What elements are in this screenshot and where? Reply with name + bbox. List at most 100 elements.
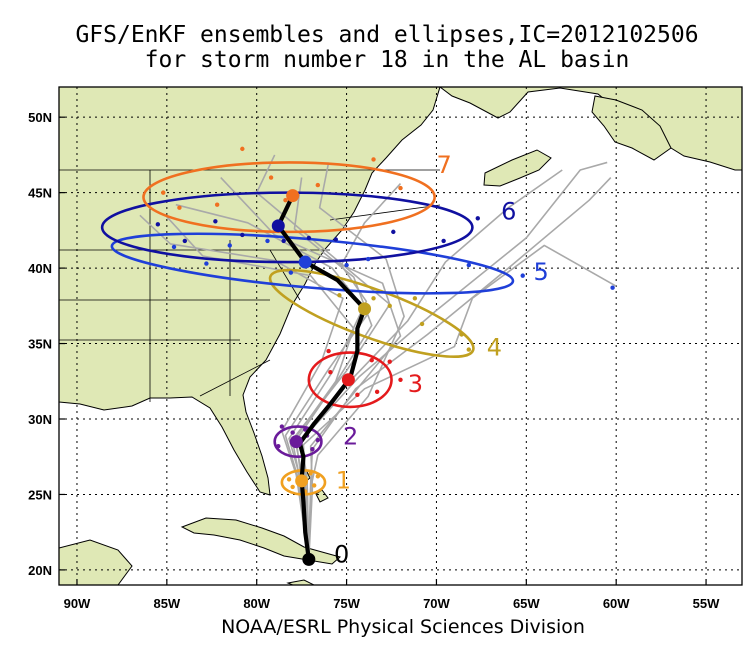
member-dot-day-6 <box>281 238 286 244</box>
x-tick-label: 55W <box>693 596 720 611</box>
ellipse-day-2 <box>273 425 323 459</box>
y-tick-label: 35N <box>28 337 52 352</box>
member-dot-day-6 <box>155 222 161 227</box>
member-dot-day-4 <box>371 296 376 301</box>
ensemble-mean-positions <box>271 189 372 566</box>
border-line-7 <box>269 249 301 301</box>
member-dot-day-7 <box>268 175 274 180</box>
x-tick-label: 90W <box>64 596 91 611</box>
x-tick-label: 75W <box>333 596 360 611</box>
ellipse-day-7 <box>142 161 436 234</box>
member-dot-day-6 <box>182 238 188 244</box>
member-dot-day-5 <box>227 243 232 248</box>
member-dot-day-2 <box>290 430 295 435</box>
y-tick-label: 25N <box>28 487 52 502</box>
member-dot-day-5 <box>520 273 525 278</box>
land-nova-scotia <box>483 149 552 187</box>
mean-position-day-6 <box>271 219 285 233</box>
mean-position-day-3 <box>341 373 355 387</box>
member-dot-day-3 <box>387 359 392 364</box>
member-dot-day-7 <box>398 185 403 191</box>
member-dot-day-3 <box>328 370 333 375</box>
land-newfoundland <box>591 95 672 161</box>
y-tick-label: 45N <box>28 186 52 201</box>
member-dot-day-1 <box>286 477 292 482</box>
ensemble-track-7 <box>302 244 617 560</box>
member-dot-day-5 <box>466 262 471 268</box>
day-label-6: 6 <box>501 198 516 226</box>
member-dot-day-5 <box>288 270 294 275</box>
ensemble-track-11 <box>300 161 608 560</box>
border-line-9 <box>329 204 441 221</box>
member-dot-day-2 <box>276 443 281 449</box>
member-dot-day-3 <box>355 392 360 398</box>
member-dot-day-4 <box>387 303 392 309</box>
member-dot-day-2 <box>303 427 308 432</box>
member-dot-day-4 <box>466 347 471 352</box>
mean-position-day-7 <box>286 189 300 203</box>
member-dot-day-1 <box>308 471 313 476</box>
member-dot-day-1 <box>312 483 317 488</box>
mean-position-day-2 <box>289 435 303 449</box>
member-dot-day-2 <box>310 446 315 452</box>
mean-position-day-4 <box>358 302 372 316</box>
map-area: 0 1 2 3 4 5 6 7 <box>59 87 742 585</box>
member-dot-day-6 <box>333 237 338 242</box>
footer-credit: NOAA/ESRL Physical Sciences Division <box>221 616 585 638</box>
y-tick-label: 40N <box>28 261 52 276</box>
mean-position-day-5 <box>298 255 312 269</box>
day-label-4: 4 <box>487 334 502 362</box>
ellipse-day-5 <box>110 232 515 295</box>
member-dot-day-6 <box>306 235 312 241</box>
member-dot-day-6 <box>213 219 218 224</box>
y-tick-label: 20N <box>28 563 52 578</box>
member-dot-day-5 <box>265 238 270 244</box>
member-dot-day-1 <box>290 484 295 490</box>
member-dot-day-6 <box>391 229 396 235</box>
member-dot-day-7 <box>371 157 376 162</box>
mean-position-day-0 <box>302 552 316 566</box>
x-tick-label: 80W <box>243 596 270 611</box>
member-dot-day-5 <box>171 244 177 250</box>
day-labels: 0 1 2 3 4 5 6 7 <box>334 151 549 568</box>
member-dot-day-7 <box>315 182 321 188</box>
day-label-2: 2 <box>343 423 358 451</box>
y-axis-tick-labels: 20N 25N 30N 35N 40N 45N 50N <box>28 110 52 578</box>
x-tick-label: 60W <box>603 596 630 611</box>
member-dot-day-3 <box>369 357 374 363</box>
member-dot-day-5 <box>610 285 615 290</box>
day-label-3: 3 <box>408 370 423 398</box>
member-dot-day-5 <box>344 262 349 268</box>
x-tick-label: 65W <box>513 596 540 611</box>
member-dot-day-2 <box>315 437 321 443</box>
ensemble-track-8 <box>139 214 344 560</box>
member-dot-day-6 <box>240 232 245 238</box>
member-dot-day-6 <box>441 238 446 244</box>
member-dot-day-2 <box>279 424 285 429</box>
land-jamaica <box>286 579 316 585</box>
land-cuba <box>180 517 342 565</box>
member-dot-day-4 <box>337 293 342 298</box>
member-dot-day-7 <box>214 202 220 207</box>
member-dot-day-7 <box>177 205 182 210</box>
member-dot-day-4 <box>419 321 425 327</box>
land-eastern-us <box>59 87 441 496</box>
y-tick-label: 30N <box>28 412 52 427</box>
x-tick-label: 85W <box>153 596 180 611</box>
x-axis-tick-labels: 90W 85W 80W 75W 70W 65W 60W 55W <box>64 596 721 611</box>
member-dot-day-3 <box>326 348 331 354</box>
day-label-5: 5 <box>534 258 549 286</box>
member-dot-day-1 <box>315 474 321 479</box>
border-line-6 <box>199 359 271 397</box>
member-dot-day-7 <box>240 146 245 152</box>
map-frame <box>58 86 743 586</box>
tick-marks <box>59 116 707 585</box>
day-label-1: 1 <box>336 466 351 494</box>
y-tick-label: 50N <box>28 110 52 125</box>
member-dot-day-3 <box>374 389 380 395</box>
ellipse-day-3 <box>307 351 393 409</box>
member-dot-day-5 <box>365 256 371 262</box>
mean-position-day-1 <box>295 474 309 488</box>
ensemble-track-9 <box>308 162 405 560</box>
